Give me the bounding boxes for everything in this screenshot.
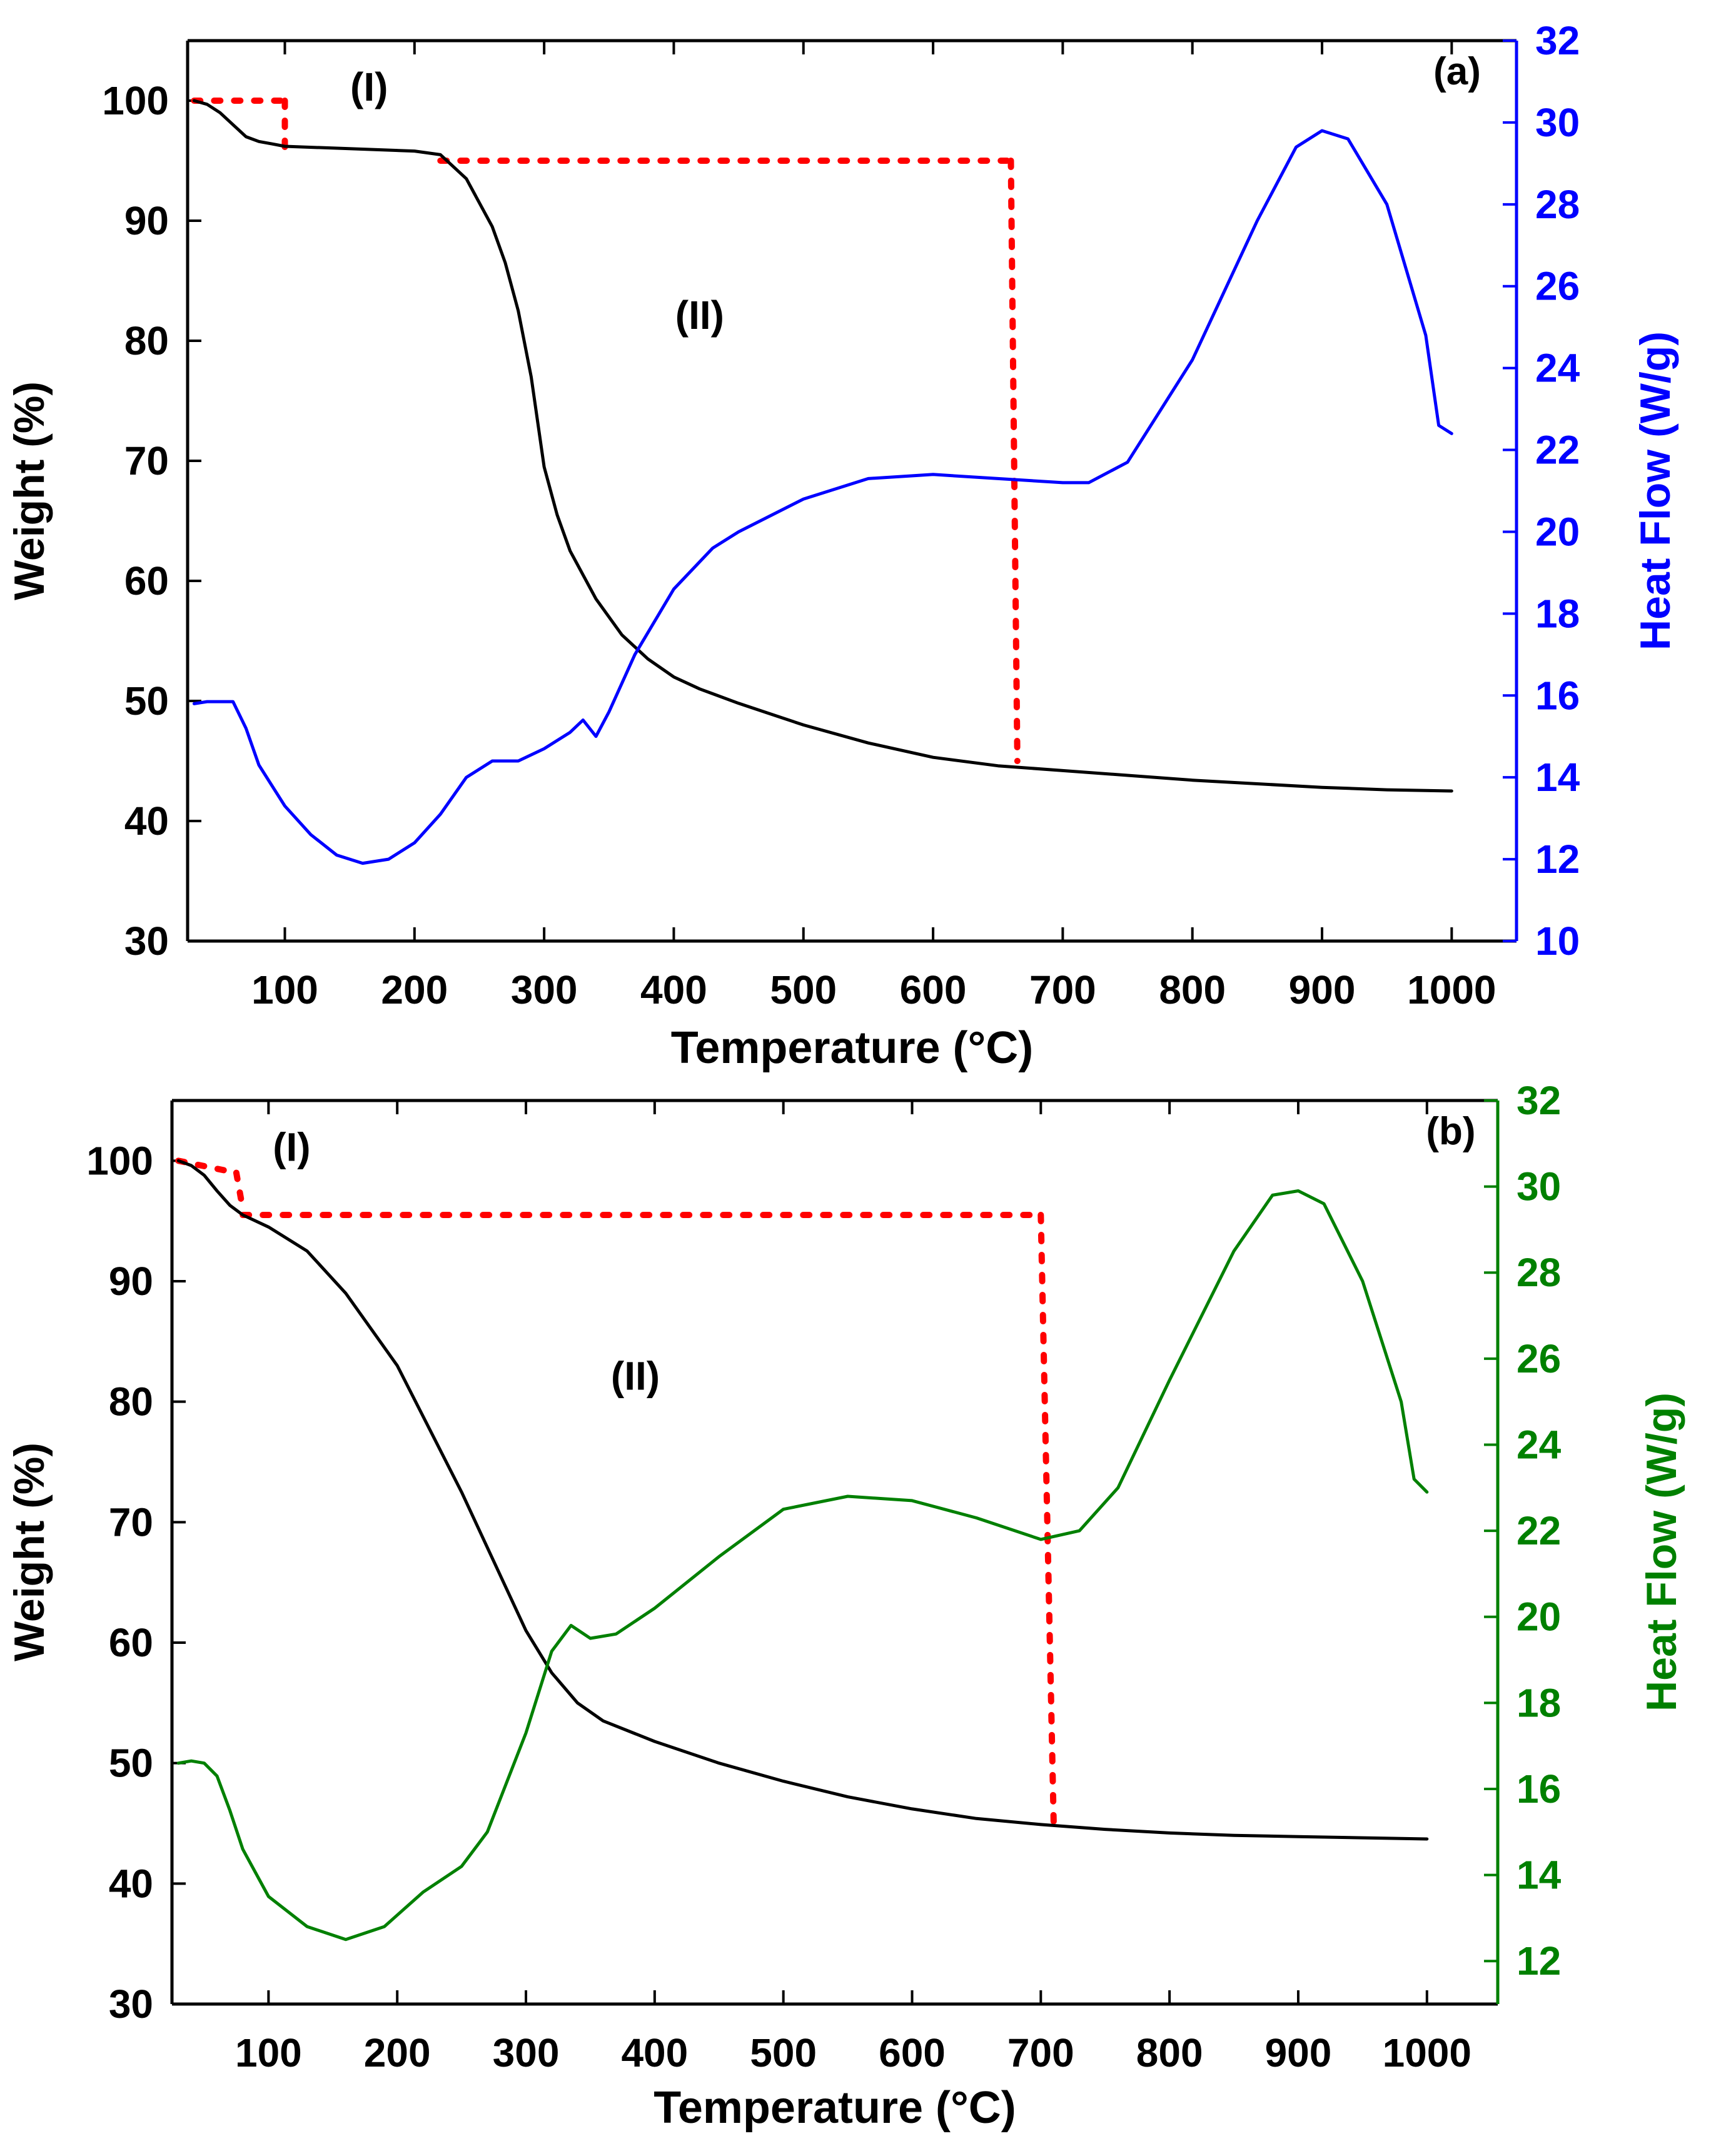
x-tick-label: 500 [770, 967, 837, 1012]
x-tick-label: 700 [1029, 967, 1096, 1012]
y-tick-label: 70 [124, 438, 169, 483]
y-tick-label: 80 [109, 1379, 153, 1424]
stage-label: (II) [675, 293, 724, 338]
y-tick-label: 30 [109, 1982, 153, 2027]
x-tick-label: 600 [900, 967, 967, 1012]
y-tick-label: 80 [124, 318, 169, 363]
y2-tick-label: 22 [1517, 1508, 1561, 1553]
y2-tick-label: 16 [1535, 673, 1580, 718]
stage-marker-line [1007, 158, 1021, 764]
weight-series-line [192, 99, 1453, 793]
stage-label: (II) [611, 1353, 660, 1398]
y-tick-label: 40 [109, 1861, 153, 1906]
y-tick-label: 100 [86, 1138, 153, 1183]
y2-tick-label: 28 [1517, 1250, 1561, 1295]
x-tick-label: 100 [235, 2030, 302, 2075]
x-tick-label: 900 [1289, 967, 1356, 1012]
y-tick-label: 90 [124, 198, 169, 243]
weight-series-line [176, 1159, 1429, 1841]
y2-tick-label: 22 [1535, 428, 1580, 473]
y2-tick-label: 14 [1517, 1853, 1562, 1898]
y-tick-label: 40 [124, 798, 169, 844]
x-tick-label: 900 [1265, 2030, 1332, 2075]
y2-tick-label: 24 [1517, 1422, 1562, 1467]
y-tick-label: 30 [124, 919, 169, 964]
y-axis-title: Weight (%) [6, 381, 53, 600]
x-tick-label: 500 [750, 2030, 817, 2075]
y2-tick-label: 20 [1517, 1594, 1561, 1640]
y-tick-label: 90 [109, 1259, 153, 1304]
heat-flow-series-line [176, 1189, 1429, 1942]
y-tick-label: 70 [109, 1499, 153, 1544]
y2-tick-label: 14 [1535, 755, 1580, 800]
stage-label: (I) [350, 64, 388, 109]
x-tick-label: 1000 [1383, 2030, 1471, 2075]
stage-marker-line [175, 1157, 240, 1176]
y2-tick-label: 30 [1535, 100, 1580, 145]
x-tick-label: 100 [251, 967, 318, 1012]
x-tick-label: 800 [1136, 2030, 1203, 2075]
x-tick-label: 700 [1007, 2030, 1074, 2075]
x-tick-label: 400 [621, 2030, 688, 2075]
x-tick-label: 300 [493, 2030, 560, 2075]
y2-tick-label: 28 [1535, 182, 1580, 227]
y2-axis-title: Heat Flow (W/g) [1638, 1393, 1685, 1711]
panel-label: (b) [1426, 1110, 1475, 1153]
y2-tick-label: 32 [1535, 18, 1580, 63]
x-tick-label: 1000 [1407, 967, 1496, 1012]
x-tick-label: 800 [1159, 967, 1226, 1012]
y-tick-label: 60 [109, 1620, 153, 1665]
y-tick-label: 60 [124, 558, 169, 603]
x-tick-label: 300 [511, 967, 578, 1012]
stage-marker-line [233, 1169, 246, 1212]
panel-a-chart: 100 200 300 400 500 600 700 800 900 1000 30 40 50 60 7… [6, 18, 1679, 1073]
y2-tick-label: 26 [1535, 264, 1580, 309]
x-tick-label: 200 [381, 967, 448, 1012]
y2-tick-label: 12 [1517, 1938, 1561, 1983]
y2-tick-label: 12 [1535, 837, 1580, 882]
x-tick-label: 400 [640, 967, 707, 1012]
y2-axis-title: Heat Flow (W/g) [1632, 331, 1679, 650]
y2-tick-label: 32 [1517, 1078, 1561, 1123]
y2-tick-label: 18 [1517, 1680, 1561, 1725]
y-tick-label: 50 [109, 1741, 153, 1786]
stage-label: (I) [273, 1124, 310, 1169]
stage-marker-line [1037, 1212, 1057, 1826]
panel-b-chart: 100 200 300 400 500 600 700 800 900 1000 30 40 50 60 7… [6, 1078, 1685, 2133]
y2-tick-label: 30 [1517, 1164, 1561, 1209]
y2-tick-label: 20 [1535, 509, 1580, 554]
y-tick-label: 50 [124, 678, 169, 723]
x-tick-label: 600 [879, 2030, 946, 2075]
x-tick-label: 200 [364, 2030, 431, 2075]
x-axis-title: Temperature (°C) [671, 1023, 1034, 1073]
y-tick-label: 100 [102, 78, 169, 123]
x-axis-title: Temperature (°C) [654, 2083, 1016, 2133]
y2-tick-label: 26 [1517, 1336, 1561, 1381]
panel-label: (a) [1433, 50, 1481, 93]
y2-tick-label: 24 [1535, 346, 1580, 391]
y2-tick-label: 10 [1535, 919, 1580, 964]
y2-tick-label: 16 [1517, 1766, 1561, 1811]
y-axis-title: Weight (%) [6, 1443, 53, 1661]
heat-flow-series-line [192, 129, 1453, 865]
y2-tick-label: 18 [1535, 591, 1580, 636]
